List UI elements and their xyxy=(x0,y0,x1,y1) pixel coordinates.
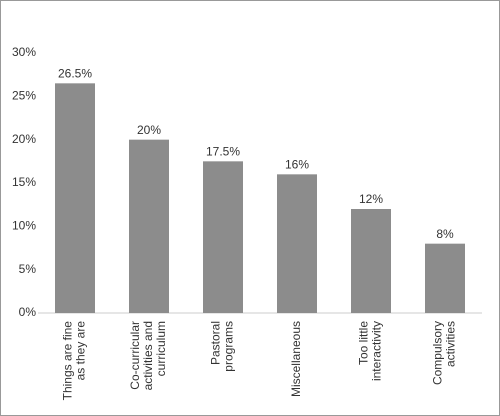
bar xyxy=(425,243,465,313)
y-tick-label: 30% xyxy=(12,45,36,59)
value-label: 8% xyxy=(436,227,454,241)
value-label: 12% xyxy=(359,192,383,206)
y-tick-label: 15% xyxy=(12,175,36,189)
y-tick-label: 0% xyxy=(19,305,37,319)
y-tick-label: 25% xyxy=(12,89,36,103)
y-tick-label: 20% xyxy=(12,132,36,146)
bar xyxy=(55,83,95,313)
x-tick-label: Things are fineas they are xyxy=(61,321,88,401)
value-label: 20% xyxy=(137,123,161,137)
x-tick-label: Pastoralprograms xyxy=(209,321,236,372)
y-tick-label: 5% xyxy=(19,262,37,276)
value-label: 26.5% xyxy=(58,67,92,81)
value-label: 16% xyxy=(285,158,309,172)
x-tick-label: Too littleinteractivity xyxy=(357,321,384,381)
x-tick-label: Compulsoryactivities xyxy=(431,321,458,385)
x-tick-label: Co-curricularactivities andcurriculum xyxy=(128,321,168,390)
bar xyxy=(203,161,243,313)
bar xyxy=(129,139,169,313)
y-tick-label: 10% xyxy=(12,219,36,233)
value-label: 17.5% xyxy=(206,145,240,159)
x-tick-label: Miscellaneous xyxy=(289,321,303,397)
bar xyxy=(277,174,317,313)
bar xyxy=(351,209,391,313)
